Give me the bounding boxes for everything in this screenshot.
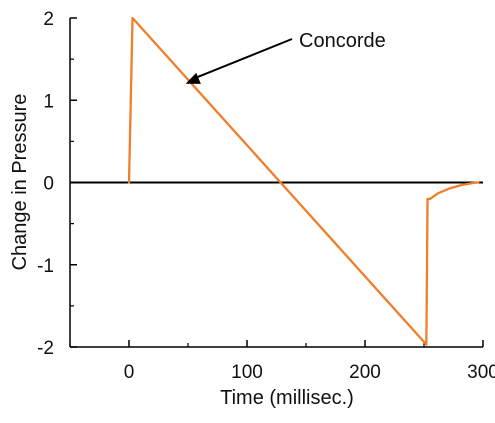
x-axis-title: Time (millisec.): [220, 387, 354, 409]
annotation-layer: Concorde: [185, 30, 386, 84]
x-tick-label: 100: [231, 362, 263, 383]
x-tick-label: 200: [349, 362, 381, 383]
x-tick-label: 300: [467, 362, 495, 383]
y-tick-label: -1: [37, 256, 54, 277]
x-tick-label: 0: [124, 362, 135, 383]
series-line-0: [127, 16, 480, 346]
y-tick-label: 2: [43, 9, 54, 30]
annotation-arrow-shaft: [195, 38, 293, 79]
x-axis: [69, 340, 484, 348]
y-tick-label: 1: [43, 91, 54, 112]
y-tick-label: -2: [37, 338, 54, 359]
tick-labels: 2 1 0 -1 -2 0 100 200 300: [37, 9, 495, 383]
y-axis-title: Change in Pressure: [9, 94, 31, 271]
series-layer: [127, 16, 480, 346]
annotation-arrow-head: [185, 72, 201, 84]
annotation-label: Concorde: [299, 30, 386, 52]
y-tick-label: 0: [43, 174, 54, 195]
